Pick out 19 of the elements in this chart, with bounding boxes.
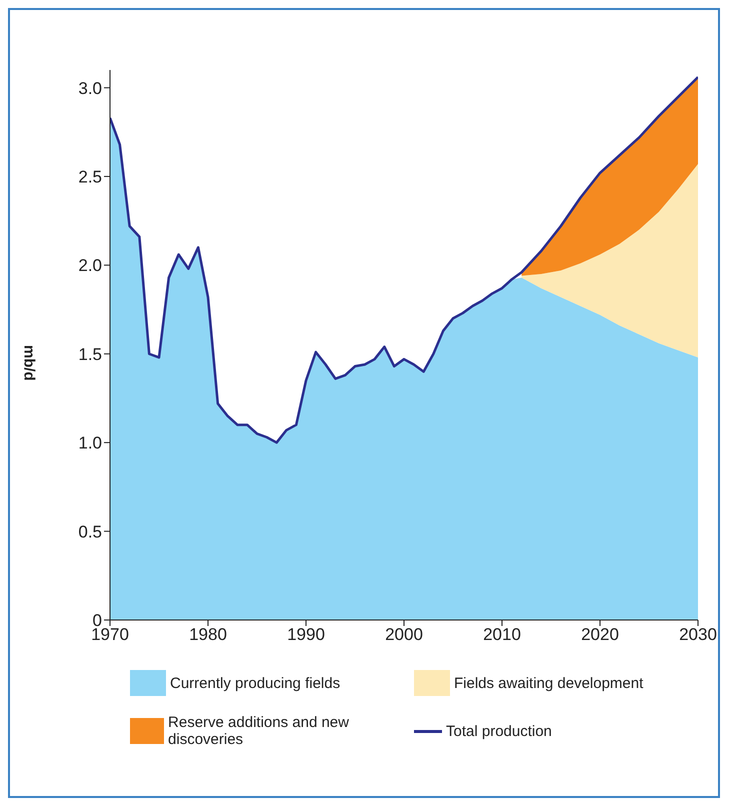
- legend-label: Currently producing fields: [170, 674, 340, 692]
- y-tick-label: 0.5: [78, 522, 102, 542]
- legend-label: Total production: [446, 722, 552, 740]
- y-tick-label: 2.5: [78, 167, 102, 186]
- x-tick-label: 2000: [385, 625, 423, 644]
- x-tick-label: 1990: [287, 625, 325, 644]
- line-series: [110, 76, 698, 444]
- legend-label: Reserve additions and new discoveries: [168, 714, 350, 748]
- y-tick-label: 2.0: [78, 256, 102, 276]
- y-axis-title: mb/d: [20, 345, 38, 381]
- y-tick-label: 1.5: [78, 344, 102, 364]
- x-tick-label: 1970: [91, 625, 129, 644]
- x-tick-label: 2030: [679, 625, 717, 644]
- x-tick-label: 2020: [581, 625, 619, 644]
- legend-label: Fields awaiting development: [454, 674, 644, 692]
- y-tick-label: 3.0: [78, 78, 102, 98]
- x-tick-label: 1980: [189, 625, 227, 644]
- y-tick-label: 1.0: [78, 434, 102, 453]
- x-tick-label: 2010: [483, 625, 521, 644]
